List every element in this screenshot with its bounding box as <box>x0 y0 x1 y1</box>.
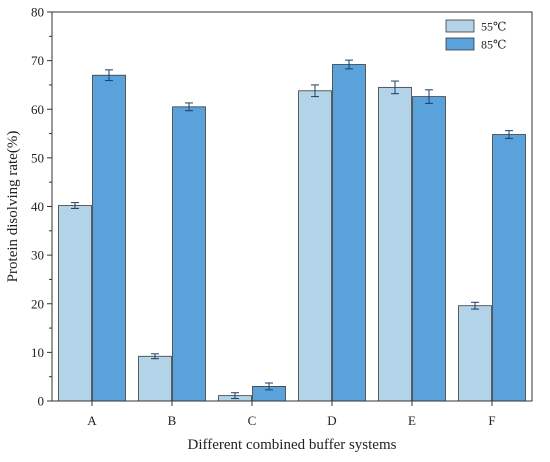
bar-55c-b <box>138 355 172 402</box>
error-bar <box>71 202 79 209</box>
x-tick-label: E <box>408 413 416 428</box>
y-tick-label: 20 <box>31 296 44 311</box>
x-tick-label: A <box>87 413 97 428</box>
y-tick-label: 60 <box>31 102 44 117</box>
y-tick-label: 50 <box>31 150 44 165</box>
bar-55c-d <box>298 90 332 402</box>
x-axis-title: Different combined buffer systems <box>188 437 397 453</box>
bar-85c-a <box>92 74 126 402</box>
x-ticks <box>91 401 493 406</box>
x-tick-label: B <box>168 413 177 428</box>
bar-55c-e <box>378 86 412 402</box>
bar-55c-f <box>458 305 492 402</box>
legend: 55℃85℃ <box>445 19 506 52</box>
legend-swatch <box>445 37 475 51</box>
legend-swatch <box>445 19 475 33</box>
y-axis-title: Protein disolving rate(%) <box>5 131 21 283</box>
bar-55c-a <box>58 205 92 402</box>
bar-85c-b <box>172 106 206 402</box>
error-bar <box>391 80 399 95</box>
y-tick-label: 70 <box>31 53 44 68</box>
y-tick-labels: 0 10 20 30 40 50 60 70 80 <box>31 5 44 409</box>
error-bar <box>185 102 193 112</box>
error-bar <box>471 301 479 310</box>
error-bar <box>425 89 433 104</box>
y-tick-label: 30 <box>31 248 44 263</box>
x-tick-labels: A B C D E F <box>87 413 495 428</box>
error-bar <box>105 69 113 82</box>
error-bar <box>231 392 239 400</box>
error-bar <box>265 382 273 391</box>
plot-frame <box>51 11 533 402</box>
legend-label: 55℃ <box>481 20 506 34</box>
x-tick-label: D <box>327 413 336 428</box>
bar-85c-f <box>492 134 526 402</box>
error-bar <box>345 59 353 70</box>
x-tick-label: F <box>488 413 495 428</box>
error-bars <box>71 59 513 400</box>
y-tick-label: 80 <box>31 5 44 20</box>
error-bar <box>311 84 319 98</box>
y-tick-label: 0 <box>38 394 45 409</box>
error-bar <box>151 353 159 360</box>
x-tick-label: C <box>248 413 257 428</box>
y-tick-label: 40 <box>31 199 44 214</box>
error-bar <box>505 130 513 139</box>
bar-85c-d <box>332 64 366 402</box>
y-tick-label: 10 <box>31 345 44 360</box>
bars <box>58 64 526 402</box>
y-ticks <box>47 11 52 402</box>
bar-85c-e <box>412 96 446 402</box>
legend-label: 85℃ <box>481 38 506 52</box>
